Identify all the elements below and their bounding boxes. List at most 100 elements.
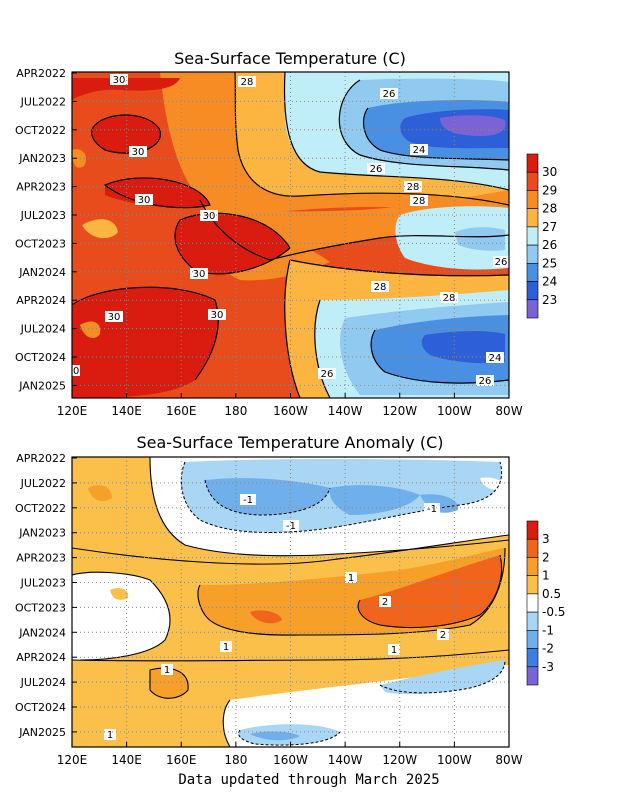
anomaly-contour-label: 1 [161, 664, 173, 676]
sst-contour-label: 30 [67, 365, 80, 377]
sst-contour-label: 28 [371, 281, 389, 293]
anomaly-x-tick-label: 80W [495, 753, 522, 767]
sst-contour-label: 30 [190, 268, 208, 280]
sst-contour-label: 24 [486, 352, 504, 364]
anomaly-contour-label: 2 [379, 596, 391, 608]
svg-text:-1: -1 [286, 521, 296, 532]
anomaly-x-axis: 120E 140E 160E 180 160W 140W 120W 100W 80W [57, 742, 523, 767]
svg-text:26: 26 [370, 164, 383, 175]
svg-text:30: 30 [193, 269, 206, 280]
anomaly-colorbar-swatch [526, 538, 539, 558]
sst-colorbar-label: 25 [542, 256, 557, 270]
sst-colorbar-swatch [526, 263, 539, 282]
sst-colorbar-label: 23 [542, 293, 557, 307]
anomaly-contour-label: -1 [240, 494, 256, 506]
sst-colorbar-swatch [526, 226, 539, 246]
svg-text:30: 30 [138, 195, 151, 206]
svg-text:26: 26 [383, 89, 396, 100]
anomaly-colorbar-label: 1 [542, 569, 550, 583]
sst-colorbar-label: 27 [542, 220, 557, 234]
svg-text:28: 28 [407, 182, 420, 193]
svg-text:1: 1 [107, 730, 113, 741]
svg-text:26: 26 [321, 369, 334, 380]
sst-y-tick-label: OCT2022 [15, 124, 66, 137]
anomaly-colorbar-label: -1 [542, 623, 554, 637]
sst-y-tick-label: OCT2024 [15, 351, 66, 364]
anomaly-colorbar-swatch [526, 520, 539, 540]
anomaly-colorbar-swatch [526, 557, 539, 576]
anomaly-y-tick-label: JAN2024 [18, 626, 66, 639]
anomaly-colorbar-label: -3 [542, 660, 554, 674]
sst-x-tick-label: 140E [111, 404, 142, 418]
sst-contour-label: 28 [238, 76, 256, 88]
sst-contour-label: 26 [380, 88, 398, 100]
anomaly-y-tick-label: APR2024 [16, 651, 66, 664]
sst-y-tick-label: JAN2024 [18, 266, 66, 279]
svg-text:30: 30 [203, 211, 216, 222]
sst-grid [72, 72, 509, 398]
anomaly-colorbar-label: -2 [542, 642, 554, 656]
sst-colorbar-swatch [526, 281, 539, 301]
svg-text:1: 1 [391, 645, 397, 656]
anomaly-colorbar-swatch [526, 648, 539, 668]
sst-y-tick-label: APR2023 [16, 181, 66, 194]
sst-contour-label: 24 [410, 144, 428, 156]
sst-colorbar-label: 26 [542, 238, 557, 252]
anomaly-contour-label: 1 [388, 644, 400, 656]
svg-text:2: 2 [382, 597, 388, 608]
anomaly-title: Sea-Surface Temperature Anomaly (C) [137, 433, 444, 452]
sst-x-tick-label: 160W [273, 404, 308, 418]
anomaly-colorbar-swatch [526, 630, 539, 649]
sst-y-tick-label: APR2024 [16, 294, 66, 307]
sst-contour-label: 30 [105, 311, 123, 323]
anomaly-contour-label: -1 [424, 503, 440, 515]
sst-colorbar-swatch [526, 244, 539, 264]
sst-colorbar-label: 29 [542, 183, 557, 197]
anomaly-colorbar-swatch [526, 593, 539, 613]
anomaly-grid [72, 457, 509, 747]
sst-y-tick-label: JUL2023 [20, 209, 66, 222]
anomaly-y-tick-label: JUL2024 [20, 676, 66, 689]
sst-x-tick-label: 120W [382, 404, 417, 418]
anomaly-x-tick-label: 120W [382, 753, 417, 767]
anomaly-y-tick-label: OCT2023 [15, 601, 66, 614]
sst-contour-label: 28 [440, 292, 458, 304]
sst-y-tick-label: JAN2025 [18, 379, 66, 392]
sst-x-tick-label: 120E [57, 404, 88, 418]
footer-note: Data updated through March 2025 [178, 772, 440, 788]
sst-colorbar-swatch [526, 299, 539, 319]
svg-text:28: 28 [241, 77, 254, 88]
sst-contour-label: 30 [200, 210, 218, 222]
anomaly-y-tick-label: JAN2023 [18, 527, 66, 540]
anomaly-y-tick-label: APR2023 [16, 552, 66, 565]
svg-text:1: 1 [223, 642, 229, 653]
anomaly-y-tick-label: JAN2025 [18, 726, 66, 739]
sst-colorbar-label: 24 [542, 275, 557, 289]
anomaly-panel: Sea-Surface Temperature Anomaly (C) [15, 433, 565, 767]
anomaly-colorbar-label: 0.5 [542, 587, 561, 601]
svg-text:2: 2 [440, 630, 446, 641]
sst-y-tick-label: JUL2024 [20, 323, 66, 336]
sst-contour-label: 26 [493, 256, 509, 268]
anomaly-contour-label: 2 [437, 629, 449, 641]
anomaly-contour-label: 1 [220, 641, 232, 653]
anomaly-colorbar-label: 3 [542, 532, 550, 546]
sst-colorbar-swatch [526, 190, 539, 209]
sst-contour-label: 30 [135, 194, 153, 206]
anomaly-x-tick-label: 160E [166, 753, 197, 767]
anomaly-x-tick-label: 160W [273, 753, 308, 767]
sst-contour-label: 26 [318, 368, 336, 380]
sst-x-tick-label: 160E [166, 404, 197, 418]
sst-colorbar-label: 28 [542, 202, 557, 216]
anomaly-x-tick-label: 180 [224, 753, 247, 767]
sst-contour-label: 30 [208, 309, 226, 321]
anomaly-x-tick-label: 140E [111, 753, 142, 767]
sst-x-tick-label: 140W [328, 404, 363, 418]
svg-text:30: 30 [108, 312, 121, 323]
svg-text:24: 24 [489, 353, 502, 364]
anomaly-colorbar-swatch [526, 666, 539, 686]
svg-text:30: 30 [67, 366, 80, 377]
sst-y-tick-label: OCT2023 [15, 237, 66, 250]
anomaly-colorbar: 3 2 1 0.5 -0.5 -1 -2 -3 [526, 520, 565, 686]
